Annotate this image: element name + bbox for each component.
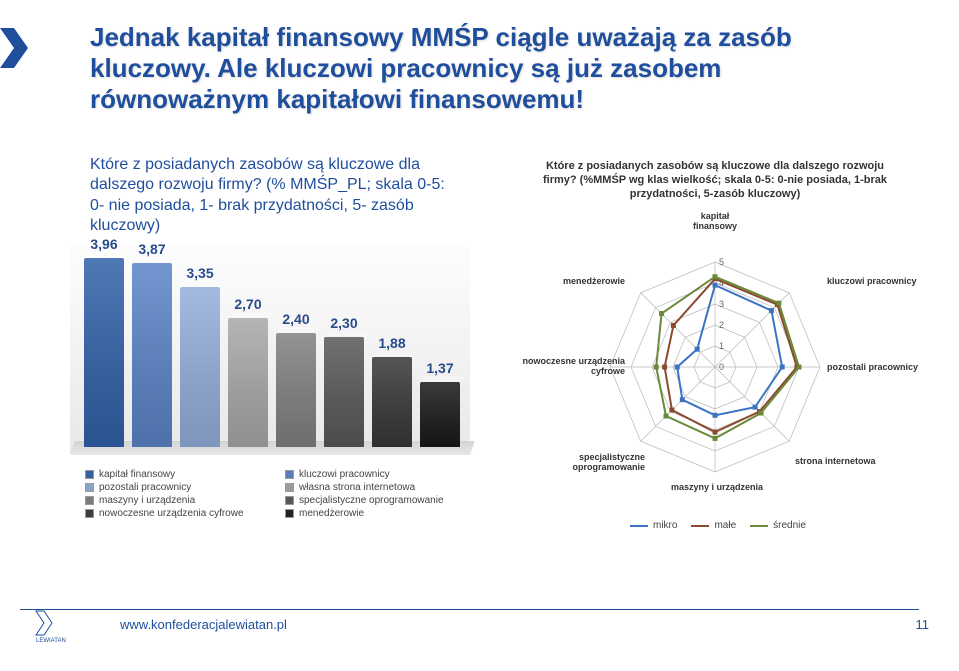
- bar-chart-floor: [70, 441, 475, 455]
- radar-axis-label: menedżerowie: [545, 277, 625, 287]
- bar-value-label: 3,96: [79, 236, 129, 252]
- radar-axis-label: maszyny i urządzenia: [657, 483, 777, 493]
- bar-chart: 3,963,873,352,702,402,301,881,37: [70, 245, 470, 455]
- legend-item: kapitał finansowy: [85, 468, 285, 481]
- legend-swatch: [85, 470, 94, 479]
- radar-legend-swatch: [630, 525, 648, 527]
- svg-text:3: 3: [719, 299, 724, 309]
- legend-swatch: [285, 483, 294, 492]
- bar: [228, 318, 268, 447]
- radar-legend-item: mikro: [630, 520, 677, 531]
- bar-chart-legend: kapitał finansowy kluczowi pracownicy pozo…: [85, 468, 485, 520]
- legend-label: kluczowi pracownicy: [299, 469, 390, 480]
- legend-label: specjalistyczne oprogramowanie: [299, 495, 444, 506]
- radar-axis-label: pozostali pracownicy: [827, 363, 927, 373]
- legend-item: maszyny i urządzenia: [85, 494, 285, 507]
- svg-text:0: 0: [719, 362, 724, 372]
- radar-legend-label: małe: [714, 520, 736, 531]
- radar-axis-label: strona internetowa: [795, 457, 895, 467]
- bar: [84, 258, 124, 447]
- legend-item: nowoczesne urządzenia cyfrowe: [85, 507, 285, 520]
- radar-chart-svg: 012345: [495, 215, 935, 545]
- bar-value-label: 1,88: [367, 335, 417, 351]
- bar: [276, 333, 316, 447]
- radar-legend-item: średnie: [750, 520, 806, 531]
- radar-chart-subtitle: Które z posiadanych zasobów są kluczowe …: [530, 160, 900, 201]
- bar-value-label: 3,35: [175, 265, 225, 281]
- radar-axis-label: kluczowi pracownicy: [827, 277, 927, 287]
- legend-swatch: [85, 483, 94, 492]
- legend-label: maszyny i urządzenia: [99, 495, 195, 506]
- legend-label: pozostali pracownicy: [99, 482, 191, 493]
- svg-text:1: 1: [719, 341, 724, 351]
- bar-chart-plot-area: 3,963,873,352,702,402,301,881,37: [70, 245, 470, 455]
- radar-legend-label: mikro: [653, 520, 677, 531]
- bar-chart-subtitle: Które z posiadanych zasobów są kluczowe …: [90, 155, 460, 237]
- slide-chevron-icon: [0, 28, 28, 68]
- bar: [324, 337, 364, 447]
- page-number: 11: [916, 617, 930, 632]
- bar: [180, 287, 220, 447]
- slide-title: Jednak kapitał finansowy MMŚP ciągle uwa…: [90, 22, 870, 116]
- legend-swatch: [85, 509, 94, 518]
- bar: [372, 357, 412, 447]
- bar-value-label: 1,37: [415, 360, 465, 376]
- legend-swatch: [285, 509, 294, 518]
- radar-chart: 012345 kapitał finansowykluczowi pracown…: [495, 215, 935, 545]
- radar-legend-item: małe: [691, 520, 736, 531]
- svg-text:2: 2: [719, 320, 724, 330]
- bar-value-label: 2,70: [223, 296, 273, 312]
- radar-chart-legend: mikro małe średnie: [630, 520, 806, 531]
- radar-legend-label: średnie: [773, 520, 806, 531]
- footer: LEWIATAN www.konfederacjalewiatan.pl 11: [0, 611, 959, 651]
- bar-value-label: 2,30: [319, 315, 369, 331]
- legend-item: pozostali pracownicy: [85, 481, 285, 494]
- bar-value-label: 2,40: [271, 311, 321, 327]
- svg-text:5: 5: [719, 257, 724, 267]
- bar-value-label: 3,87: [127, 241, 177, 257]
- legend-label: kapitał finansowy: [99, 469, 175, 480]
- legend-swatch: [285, 470, 294, 479]
- bar: [132, 263, 172, 447]
- logo-text: LEWIATAN: [36, 638, 66, 643]
- legend-swatch: [85, 496, 94, 505]
- footer-url: www.konfederacjalewiatan.pl: [120, 617, 287, 632]
- footer-divider: [20, 609, 919, 610]
- radar-legend-swatch: [691, 525, 709, 527]
- radar-legend-swatch: [750, 525, 768, 527]
- legend-swatch: [285, 496, 294, 505]
- legend-item: specjalistyczne oprogramowanie: [285, 494, 485, 507]
- radar-axis-label: nowoczesne urządzenia cyfrowe: [505, 357, 625, 377]
- legend-label: własna strona internetowa: [299, 482, 415, 493]
- bar: [420, 382, 460, 447]
- radar-axis-label: specjalistyczne oprogramowanie: [535, 453, 645, 473]
- legend-label: menedżerowie: [299, 508, 364, 519]
- legend-item: menedżerowie: [285, 507, 485, 520]
- legend-item: kluczowi pracownicy: [285, 468, 485, 481]
- legend-label: nowoczesne urządzenia cyfrowe: [99, 508, 244, 519]
- legend-item: własna strona internetowa: [285, 481, 485, 494]
- lewiatan-logo: LEWIATAN: [30, 603, 90, 643]
- radar-axis-label: kapitał finansowy: [680, 212, 750, 232]
